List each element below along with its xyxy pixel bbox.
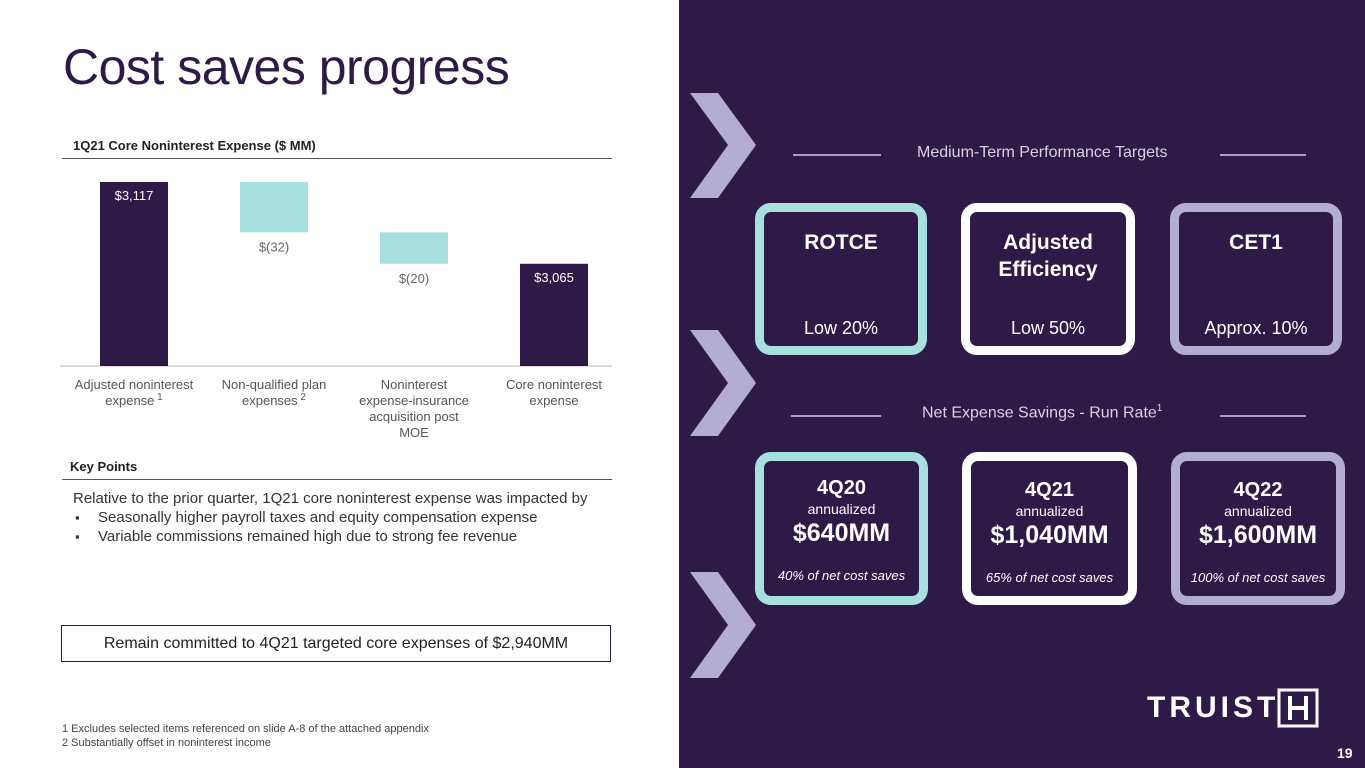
- chevron-icon: [690, 572, 756, 678]
- savings-note: 100% of net cost saves: [1190, 570, 1326, 585]
- truist-logo: TRUIST: [1147, 688, 1322, 728]
- key-points-heading: Key Points: [70, 459, 138, 474]
- savings-amount: $1,040MM: [990, 521, 1109, 549]
- target-value: Low 50%: [1010, 318, 1086, 338]
- data-label: $(32): [259, 239, 289, 254]
- category-label: Noninterest: [381, 377, 448, 392]
- targets-heading: Medium-Term Performance Targets: [917, 144, 1168, 161]
- category-label: Non-qualified plan: [222, 377, 327, 392]
- key-point-bullet: Seasonally higher payroll taxes and equi…: [73, 508, 633, 527]
- savings-sub: annualized: [1015, 503, 1084, 519]
- footnotes: 1 Excludes selected items referenced on …: [62, 722, 429, 750]
- page-title: Cost saves progress: [63, 39, 510, 95]
- category-label: expense: [529, 393, 578, 408]
- target-title: Adjusted Efficiency: [998, 231, 1098, 281]
- savings-card-4q22: 4Q22 annualized $1,600MM 100% of net cos…: [1171, 452, 1345, 605]
- category-label: Adjusted noninterest: [75, 377, 194, 392]
- chart-bar: [520, 263, 588, 366]
- data-label: $3,065: [534, 270, 574, 285]
- data-label: $3,117: [115, 188, 154, 203]
- category-label: expense-insurance: [359, 393, 469, 408]
- savings-period: 4Q21: [1025, 479, 1074, 501]
- savings-card-4q20: 4Q20 annualized $640MM 40% of net cost s…: [755, 452, 928, 605]
- target-value: Low 20%: [803, 318, 879, 338]
- chart-title: 1Q21 Core Noninterest Expense ($ MM): [73, 138, 316, 153]
- target-title: ROTCE: [804, 231, 878, 254]
- footnote-2: 2 Substantially offset in noninterest in…: [62, 737, 271, 749]
- chart-title-rule: [62, 158, 612, 159]
- category-label: expenses 2: [242, 392, 306, 408]
- savings-heading-footnote: 1: [1156, 403, 1163, 414]
- target-value: Approx. 10%: [1204, 318, 1308, 338]
- category-footnote: 2: [298, 392, 307, 403]
- chevron-icon: [690, 330, 756, 436]
- category-label: Core noninterest: [506, 377, 602, 392]
- key-points-list: Seasonally higher payroll taxes and equi…: [73, 508, 633, 546]
- savings-amount: $1,600MM: [1198, 521, 1318, 549]
- chevron-icon: [690, 93, 756, 198]
- savings-heading: Net Expense Savings - Run Rate1: [922, 403, 1162, 422]
- chart-bar: [240, 182, 308, 233]
- savings-sub: annualized: [1224, 503, 1292, 519]
- logo-mark-icon: [1277, 688, 1319, 728]
- target-title: CET1: [1229, 231, 1283, 254]
- savings-rule-left: [791, 415, 881, 417]
- savings-amount: $640MM: [792, 519, 891, 547]
- savings-heading-text: Net Expense Savings - Run Rate: [922, 404, 1157, 422]
- key-points-intro: Relative to the prior quarter, 1Q21 core…: [73, 490, 588, 507]
- chart-bar: [380, 232, 448, 264]
- category-footnote: 1: [154, 392, 163, 403]
- targets-rule-left: [793, 154, 881, 156]
- targets-rule-right: [1220, 154, 1306, 156]
- key-points-rule: [62, 479, 612, 480]
- savings-period: 4Q20: [817, 477, 866, 499]
- savings-rule-right: [1220, 415, 1306, 417]
- page-number: 19: [1337, 745, 1353, 761]
- key-point-bullet: Variable commissions remained high due t…: [73, 527, 633, 546]
- target-card-rotce: ROTCE Low 20%: [755, 203, 927, 355]
- target-card-efficiency: Adjusted Efficiency Low 50%: [961, 203, 1135, 355]
- savings-sub: annualized: [807, 501, 876, 517]
- savings-note: 65% of net cost saves: [985, 570, 1114, 585]
- savings-note: 40% of net cost saves: [777, 568, 906, 583]
- commitment-callout: Remain committed to 4Q21 targeted core e…: [61, 625, 611, 662]
- category-label: acquisition post: [369, 409, 459, 424]
- savings-period: 4Q22: [1233, 479, 1283, 501]
- footnote-1: 1 Excludes selected items referenced on …: [62, 723, 429, 735]
- data-label: $(20): [399, 271, 429, 286]
- key-points-body: Relative to the prior quarter, 1Q21 core…: [73, 489, 633, 546]
- category-label: expense 1: [105, 392, 163, 408]
- category-label: MOE: [399, 425, 429, 440]
- target-card-cet1: CET1 Approx. 10%: [1170, 203, 1342, 355]
- savings-card-4q21: 4Q21 annualized $1,040MM 65% of net cost…: [962, 452, 1137, 605]
- chart-bar: [100, 182, 168, 366]
- logo-wordmark: TRUIST: [1147, 691, 1280, 724]
